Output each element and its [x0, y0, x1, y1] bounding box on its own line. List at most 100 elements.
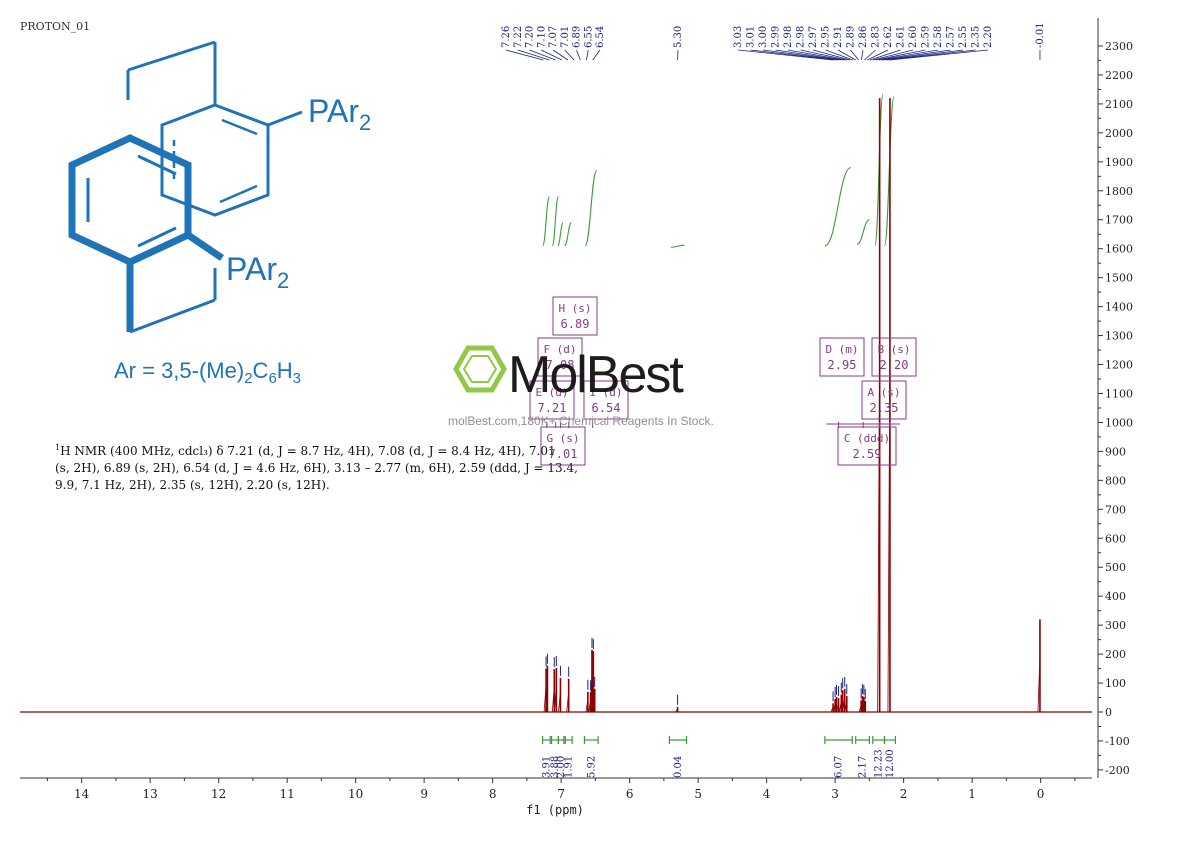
y-tick-label: 200	[1105, 648, 1126, 661]
spectrum-peak-shoulder	[832, 704, 836, 713]
peak-label-leader	[812, 49, 851, 61]
peak-label-leader	[787, 49, 845, 61]
x-tick-label: 5	[694, 787, 702, 801]
integral-value: 6.07	[834, 756, 845, 778]
peak-shift-label: 2.59	[921, 26, 932, 48]
x-tick-label: 0	[1037, 787, 1045, 801]
peak-shift-label: 7.26	[501, 26, 512, 48]
x-tick-label: 11	[280, 787, 295, 801]
spectrum-peak-shoulder	[842, 698, 846, 713]
multiplet-name: E (d)	[535, 386, 568, 399]
spectrum-peak-shoulder	[860, 702, 863, 713]
y-tick-label: -200	[1105, 764, 1130, 777]
peak-shift-label: 3.01	[746, 26, 757, 48]
multiplet-value: 7.01	[549, 447, 578, 461]
watermark-brand: MolBest	[508, 346, 684, 404]
spectrum-peak-shoulder	[589, 674, 593, 713]
multiplet-box	[837, 426, 897, 466]
peak-shift-label: 7.01	[560, 26, 571, 48]
peak-shift-label: 2.86	[858, 26, 869, 48]
spectrum-peak-shoulder	[858, 704, 862, 713]
peak-shift-label: 6.55	[583, 26, 594, 48]
peak-labels: 7.26 7.22 7.20 7.10 7.07 7.01 6.89 6.55 6.54 5.30…	[501, 22, 1046, 61]
multiplet-value: 2.20	[880, 358, 909, 372]
x-tick-label: 1	[968, 787, 976, 801]
structure-bonds	[68, 40, 303, 334]
x-axis-label: f1 (ppm)	[526, 803, 584, 817]
x-tick-label: 8	[489, 787, 497, 801]
multiplet-name: B (s)	[877, 343, 910, 356]
y-tick-label: -100	[1105, 735, 1130, 748]
y-tick-label: 1900	[1105, 156, 1133, 169]
multiplet-name: G (s)	[546, 432, 579, 445]
p-bond-bottom	[186, 232, 224, 261]
peak-label-leader	[586, 49, 589, 61]
multiplet-value: 7.08	[546, 358, 575, 372]
peak-label-leader	[869, 49, 901, 61]
front-ring-double-bond	[137, 226, 177, 248]
substituent-label-bottom: PAr2	[226, 251, 289, 293]
peak-label-leader	[867, 49, 889, 61]
peak-shift-label: 7.22	[513, 26, 524, 48]
peak-shift-label: 2.99	[771, 26, 782, 48]
peak-label-leader	[837, 49, 857, 61]
integral-value: 12.00	[885, 749, 896, 778]
peak-shift-label: 2.95	[821, 26, 832, 48]
y-tick-label: 700	[1105, 503, 1126, 516]
multiplet-box	[819, 337, 865, 377]
y-tick-label: 100	[1105, 677, 1126, 690]
spectrum-peak-shoulder	[862, 705, 866, 713]
peak-label-leader	[517, 49, 550, 61]
watermark: MolBest molBest.com,180K+ Chemical Reage…	[448, 345, 714, 428]
y-tick-label: 800	[1105, 474, 1126, 487]
peak-label-leader	[552, 49, 569, 61]
y-tick-label: 1500	[1105, 272, 1133, 285]
multiplet-name: F (d)	[543, 343, 576, 356]
y-tick-label: 2200	[1105, 69, 1133, 82]
multiplet-name: D (m)	[825, 343, 858, 356]
integral-value: 0.04	[673, 756, 684, 778]
x-tick-label: 14	[74, 787, 90, 801]
y-tick-label: 1800	[1105, 185, 1133, 198]
multiplet-box	[529, 380, 575, 420]
spectrum-peak-shoulder	[834, 702, 837, 713]
integral-value: 2.00	[556, 756, 567, 778]
spectrum-peak-shoulder	[1037, 656, 1041, 713]
integral-curve	[542, 196, 551, 247]
bridge-bond	[129, 298, 216, 334]
p-bond-top	[267, 110, 303, 127]
peak-label-leader	[875, 49, 926, 61]
peak-label-leader	[878, 49, 939, 61]
y-tick-label: 600	[1105, 532, 1126, 545]
peak-shift-label: 2.57	[946, 26, 957, 48]
peak-shift-label: 2.62	[883, 26, 894, 48]
spectrum-peak-shoulder	[545, 684, 548, 713]
spectrum-peak-shoulder	[861, 702, 865, 713]
spectrum-peak-shoulder	[887, 343, 891, 713]
x-tick-label: 3	[831, 787, 839, 801]
file-label: PROTON_01	[20, 20, 90, 33]
watermark-tagline: molBest.com,180K+ Chemical Reagents In S…	[448, 414, 714, 428]
spectrum-peak-shoulder	[840, 698, 844, 713]
peak-shift-label: 3.03	[733, 26, 744, 48]
peak-label-leader	[872, 49, 914, 61]
spectrum-peak-shoulder	[844, 702, 848, 713]
spectrum-peak-shoulder	[553, 685, 557, 713]
y-tick-label: 1100	[1105, 387, 1133, 400]
description-line-3: 9.9, 7.1 Hz, 2H), 2.35 (s, 12H), 2.20 (s…	[55, 478, 330, 492]
peak-shift-label: 3.00	[758, 26, 769, 48]
peak-label-leader	[541, 49, 562, 61]
integral-value: 1.91	[564, 756, 575, 778]
back-ring-double-bond	[219, 184, 258, 204]
peak-label-leader	[861, 49, 864, 61]
peak-shift-label: 2.60	[908, 26, 919, 48]
integral-curve	[584, 169, 598, 247]
peak-shift-label: 2.35	[971, 26, 982, 48]
peak-shift-label: -0.01	[1035, 22, 1046, 48]
integral-brackets: 3.913.882.001.91 5.92 0.04 6.07 2.17 12.23 12.…	[541, 736, 897, 778]
x-tick-label: 13	[143, 787, 158, 801]
multiplet-box	[583, 380, 629, 420]
x-tick-label: 7	[557, 787, 565, 801]
integral-value: 3.91	[541, 756, 552, 778]
peak-label-leader	[889, 49, 989, 61]
